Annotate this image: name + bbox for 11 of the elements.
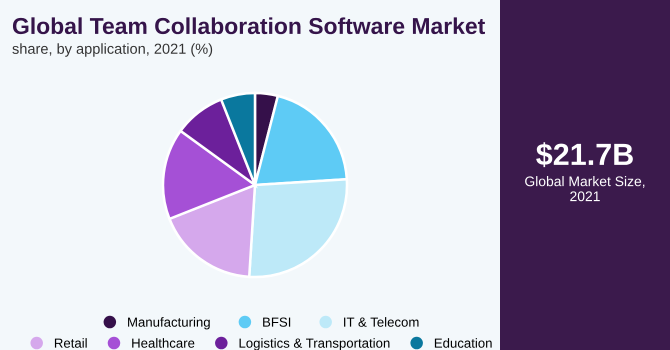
legend-label: Logistics & Transportation: [240, 338, 390, 350]
text: $21.7B: [536, 142, 633, 168]
legend-label: Education: [434, 338, 492, 348]
legend-label: Retail: [54, 338, 87, 348]
text: Global Market Size, 2021: [525, 176, 644, 202]
chart-title: Global Team Collaboration Software Market: [12, 17, 485, 34]
chart-subtitle: share, by application, 2021 (%): [12, 43, 212, 57]
legend-label: IT & Telecom: [344, 317, 418, 327]
legend-label: Manufacturing: [128, 317, 210, 330]
legend-label: BFSI: [263, 317, 290, 327]
legend-label: Healthcare: [132, 338, 194, 348]
